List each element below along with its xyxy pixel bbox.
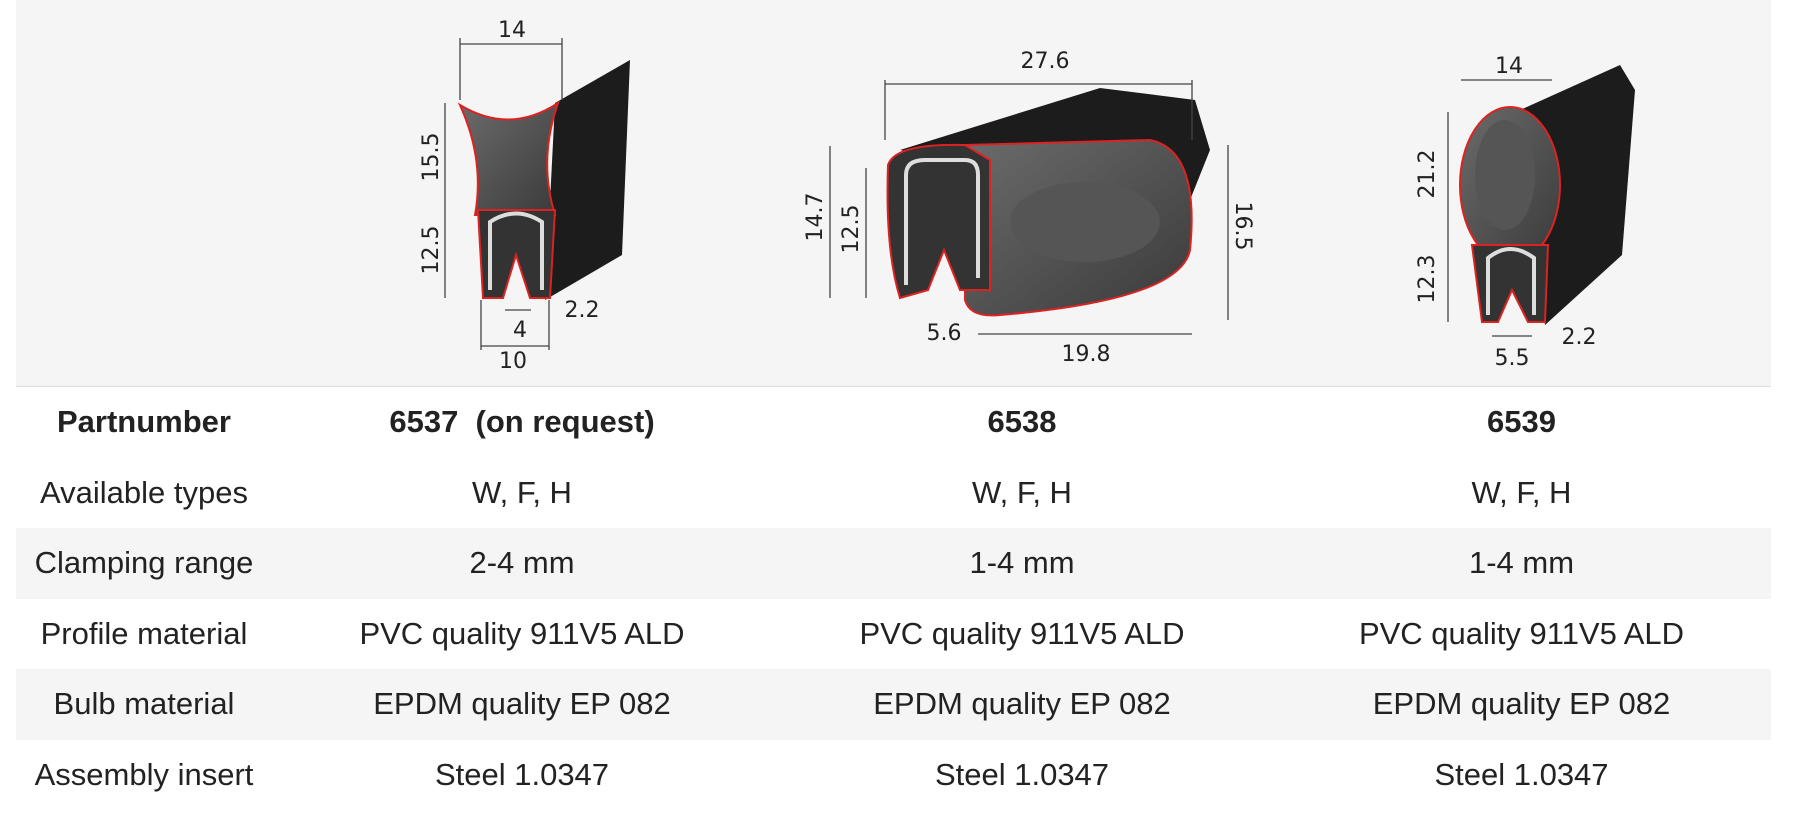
profile-drawings: 14 15.5 12.5 4 10 2.2 27.6 14.7 12.5 16.… (16, 0, 1771, 387)
table-cell: 1-4 mm (772, 528, 1272, 599)
table-row: Profile material PVC quality 911V5 ALD PVC… (16, 599, 1771, 670)
dimension-label: 15.5 (419, 133, 444, 182)
profile-6537 (444, 38, 630, 350)
table-body: Available types W, F, H W, F, H W, F, H Clam… (16, 458, 1771, 811)
dimension-label: 5.6 (927, 321, 962, 346)
table-cell: Steel 1.0347 (434, 756, 610, 792)
dimension-label: 21.2 (1415, 150, 1440, 199)
dimension-label: 12.3 (1415, 255, 1440, 304)
header-cell: 6539 (1487, 404, 1556, 440)
dimension-label: 2.2 (1562, 325, 1597, 350)
dimension-label: 10 (499, 349, 527, 374)
table-cell: Steel 1.0347 (934, 756, 1110, 792)
table-header: Partnumber 6537 (on request) 6538 6539 (16, 387, 1771, 458)
table-cell: EPDM quality EP 082 (772, 669, 1272, 740)
table-cell: 1-4 mm (1272, 528, 1771, 599)
spec-table: Partnumber 6537 (on request) 6538 6539 Avai… (16, 387, 1771, 810)
dimension-label: 14.7 (803, 193, 828, 242)
dimension-label: 12.5 (419, 226, 444, 275)
header-cell: 6537 (on request) (389, 404, 655, 440)
table-row: Clamping range 2-4 mm 1-4 mm 1-4 mm (16, 528, 1771, 599)
table-cell: EPDM quality EP 082 (1272, 669, 1771, 740)
dimension-label: 5.5 (1495, 346, 1530, 371)
table-cell: EPDM quality EP 082 (272, 669, 772, 740)
table-row: Assembly insert Steel 1.0347 Steel 1.0347 S… (16, 740, 1771, 811)
profile-6538 (829, 80, 1229, 335)
header-cell: Partnumber (57, 404, 231, 440)
table-cell: Steel 1.0347 (1434, 756, 1609, 792)
dimension-label: 2.2 (565, 298, 600, 323)
row-label: Available types (40, 474, 248, 510)
profile-6539 (1447, 65, 1635, 337)
dimension-label: 14 (1495, 54, 1523, 79)
row-label: Clamping range (16, 528, 272, 599)
dimension-label: 19.8 (1062, 342, 1111, 367)
dimension-label: 14 (498, 18, 526, 43)
dimension-label: 4 (513, 318, 527, 343)
row-label: Assembly insert (34, 756, 254, 792)
header-row: Partnumber 6537 (on request) 6538 6539 (16, 387, 1771, 458)
header-cell: 6538 (987, 404, 1057, 440)
table-cell: PVC quality 911V5 ALD (859, 615, 1185, 651)
table-cell: W, F, H (972, 474, 1072, 510)
table-row: Bulb material EPDM quality EP 082 EPDM qua… (16, 669, 1771, 740)
table-cell: 2-4 mm (272, 528, 772, 599)
table-cell: PVC quality 911V5 ALD (1358, 615, 1685, 651)
dimension-label: 12.5 (839, 205, 864, 254)
table-row: Available types W, F, H W, F, H W, F, H (16, 458, 1771, 529)
dimension-label: 16.5 (1230, 202, 1255, 251)
table-cell: W, F, H (1471, 474, 1572, 510)
row-label: Profile material (40, 615, 248, 651)
table-cell: W, F, H (472, 474, 572, 510)
row-label: Bulb material (16, 669, 272, 740)
dimension-label: 27.6 (1021, 49, 1070, 74)
table-cell: PVC quality 911V5 ALD (359, 615, 685, 651)
